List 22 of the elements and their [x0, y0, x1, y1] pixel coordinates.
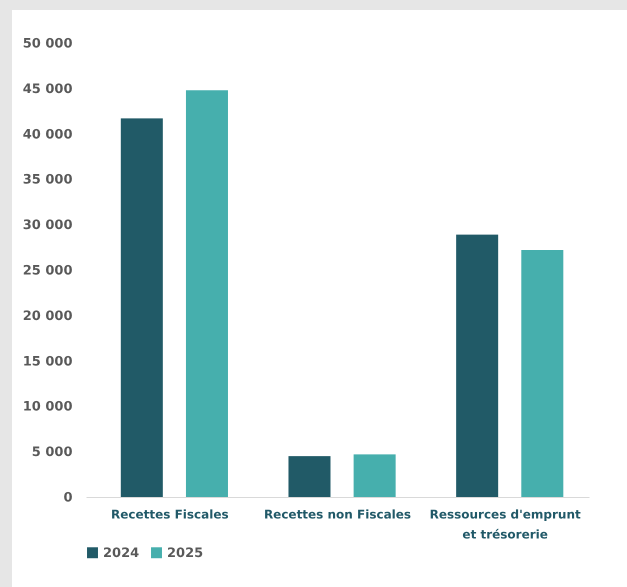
- x-tick-label: Recettes Fiscales: [111, 508, 229, 522]
- bar: [456, 234, 498, 497]
- y-tick-label: 30 000: [22, 218, 72, 234]
- y-tick-label: 45 000: [22, 82, 72, 97]
- y-tick-label: 20 000: [22, 308, 72, 324]
- bar: [186, 90, 228, 497]
- y-tick-label: 10 000: [22, 400, 72, 415]
- legend-label: 2025: [167, 546, 204, 561]
- bar: [354, 454, 396, 497]
- y-tick-label: 35 000: [22, 172, 72, 188]
- y-tick-label: 5 000: [32, 445, 72, 460]
- bar: [521, 250, 564, 497]
- legend-label: 2024: [103, 546, 140, 561]
- y-tick-label: 40 000: [22, 127, 72, 142]
- bar: [120, 118, 163, 497]
- y-tick-label: 0: [63, 490, 72, 506]
- x-tick-label: Ressources d'emprunt et trésorerie: [430, 508, 582, 542]
- y-tick-label: 15 000: [22, 354, 72, 370]
- y-tick-label: 50 000: [22, 36, 72, 52]
- x-tick-label: Recettes non Fiscales: [264, 508, 412, 522]
- bar: [288, 456, 330, 497]
- y-tick-label: 25 000: [22, 264, 72, 278]
